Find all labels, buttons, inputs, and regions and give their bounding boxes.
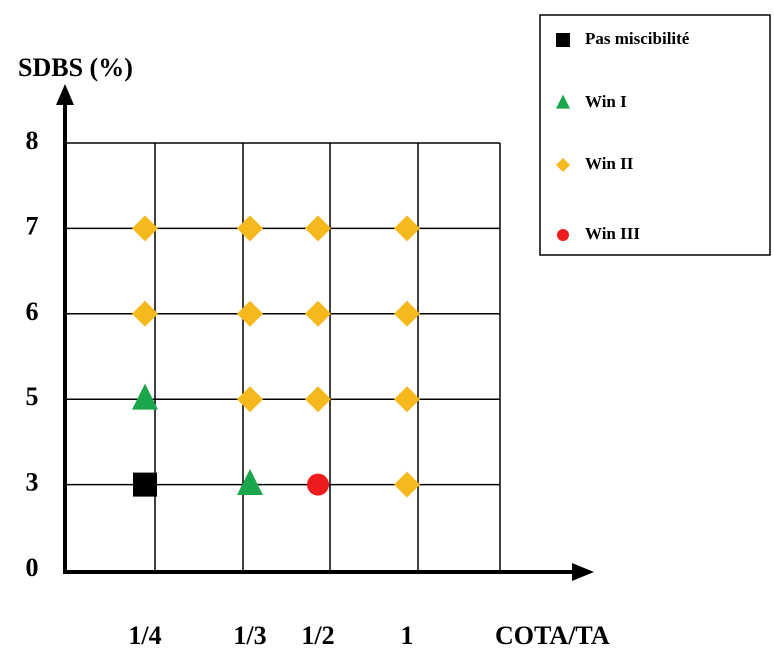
legend-label: Win II xyxy=(585,154,634,173)
x-axis-arrow xyxy=(572,563,594,581)
point xyxy=(132,383,158,410)
x-tick-label: 1/4 xyxy=(128,621,161,650)
point xyxy=(394,386,420,413)
point xyxy=(307,473,329,496)
point xyxy=(394,471,420,498)
legend-label: Win I xyxy=(585,92,627,111)
point xyxy=(133,472,157,497)
y-tick-label: 5 xyxy=(26,382,39,411)
legend-box xyxy=(539,14,771,256)
x-axis-label: COTA/TA xyxy=(495,621,610,650)
y-axis-label: SDBS (%) xyxy=(18,53,133,82)
point xyxy=(305,215,331,242)
y-tick-label: 8 xyxy=(26,126,39,155)
point xyxy=(132,300,158,327)
y-tick-label: 0 xyxy=(26,553,39,582)
point xyxy=(237,469,263,495)
legend-label: Win III xyxy=(585,224,640,243)
point xyxy=(305,386,331,413)
legend-marker xyxy=(556,33,570,47)
legend-marker xyxy=(556,94,570,109)
point xyxy=(394,215,420,242)
point xyxy=(237,386,263,413)
point xyxy=(394,300,420,327)
y-tick-label: 7 xyxy=(26,211,39,240)
y-tick-label: 3 xyxy=(26,468,39,497)
legend-marker xyxy=(556,158,570,172)
y-tick-label: 6 xyxy=(26,297,39,326)
point xyxy=(237,215,263,242)
x-tick-label: 1 xyxy=(401,621,414,650)
x-tick-label: 1/2 xyxy=(301,621,334,650)
y-axis-arrow xyxy=(56,84,74,105)
point xyxy=(132,215,158,242)
x-tick-label: 1/3 xyxy=(233,621,266,650)
legend-marker xyxy=(557,229,569,241)
point xyxy=(305,300,331,327)
legend-label: Pas miscibilité xyxy=(585,29,690,48)
point xyxy=(237,300,263,327)
